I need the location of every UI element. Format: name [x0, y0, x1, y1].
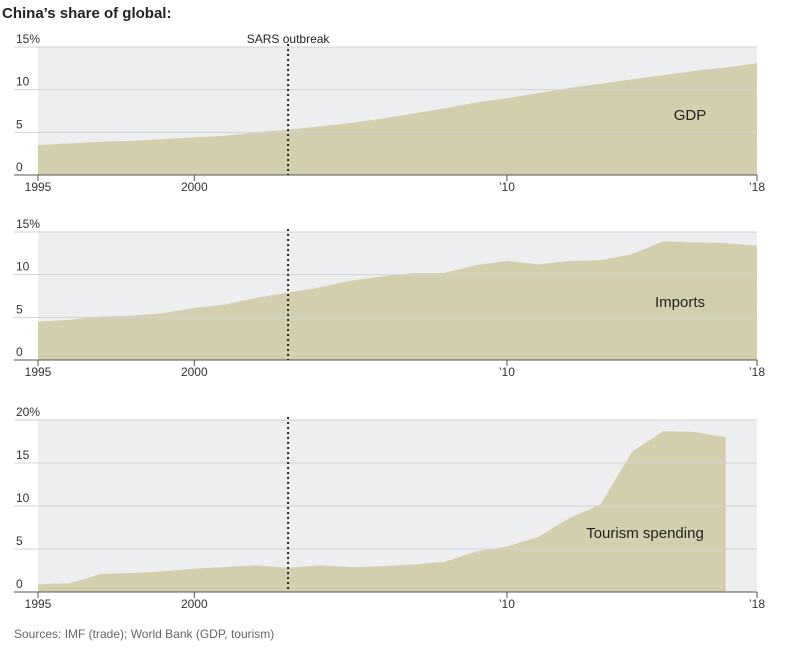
x-tick-label: ’10 — [499, 180, 515, 194]
x-tick-label: ’18 — [749, 365, 765, 379]
series-label: GDP — [674, 107, 707, 124]
x-tick-label: ’18 — [749, 597, 765, 611]
x-tick-label: ’10 — [499, 365, 515, 379]
x-tick-label: 2000 — [181, 180, 208, 194]
x-tick-label: 1995 — [25, 365, 52, 379]
area — [38, 63, 757, 175]
source-note: Sources: IMF (trade); World Bank (GDP, t… — [14, 627, 274, 641]
y-tick-label: 10 — [16, 75, 30, 89]
y-tick-label: 0 — [16, 345, 23, 359]
series-label: Tourism spending — [586, 525, 704, 542]
annotation-label: SARS outbreak — [247, 32, 331, 46]
x-tick-label: 2000 — [181, 597, 208, 611]
y-tick-label: 20% — [16, 405, 40, 419]
y-tick-label: 15% — [16, 217, 40, 231]
x-tick-label: 1995 — [25, 180, 52, 194]
y-tick-label: 15% — [16, 32, 40, 46]
y-tick-label: 5 — [16, 117, 23, 131]
y-tick-label: 5 — [16, 534, 23, 548]
y-tick-label: 10 — [16, 491, 30, 505]
y-tick-label: 5 — [16, 302, 23, 316]
x-tick-label: 2000 — [181, 365, 208, 379]
y-tick-label: 15 — [16, 448, 30, 462]
area — [38, 241, 757, 360]
y-tick-label: 10 — [16, 260, 30, 274]
y-tick-label: 0 — [16, 160, 23, 174]
x-tick-label: ’10 — [499, 597, 515, 611]
area — [38, 431, 726, 592]
chart-title: China’s share of global: — [2, 5, 171, 22]
x-tick-label: 1995 — [25, 597, 52, 611]
series-label: Imports — [655, 294, 705, 311]
y-tick-label: 0 — [16, 577, 23, 591]
x-tick-label: ’18 — [749, 180, 765, 194]
